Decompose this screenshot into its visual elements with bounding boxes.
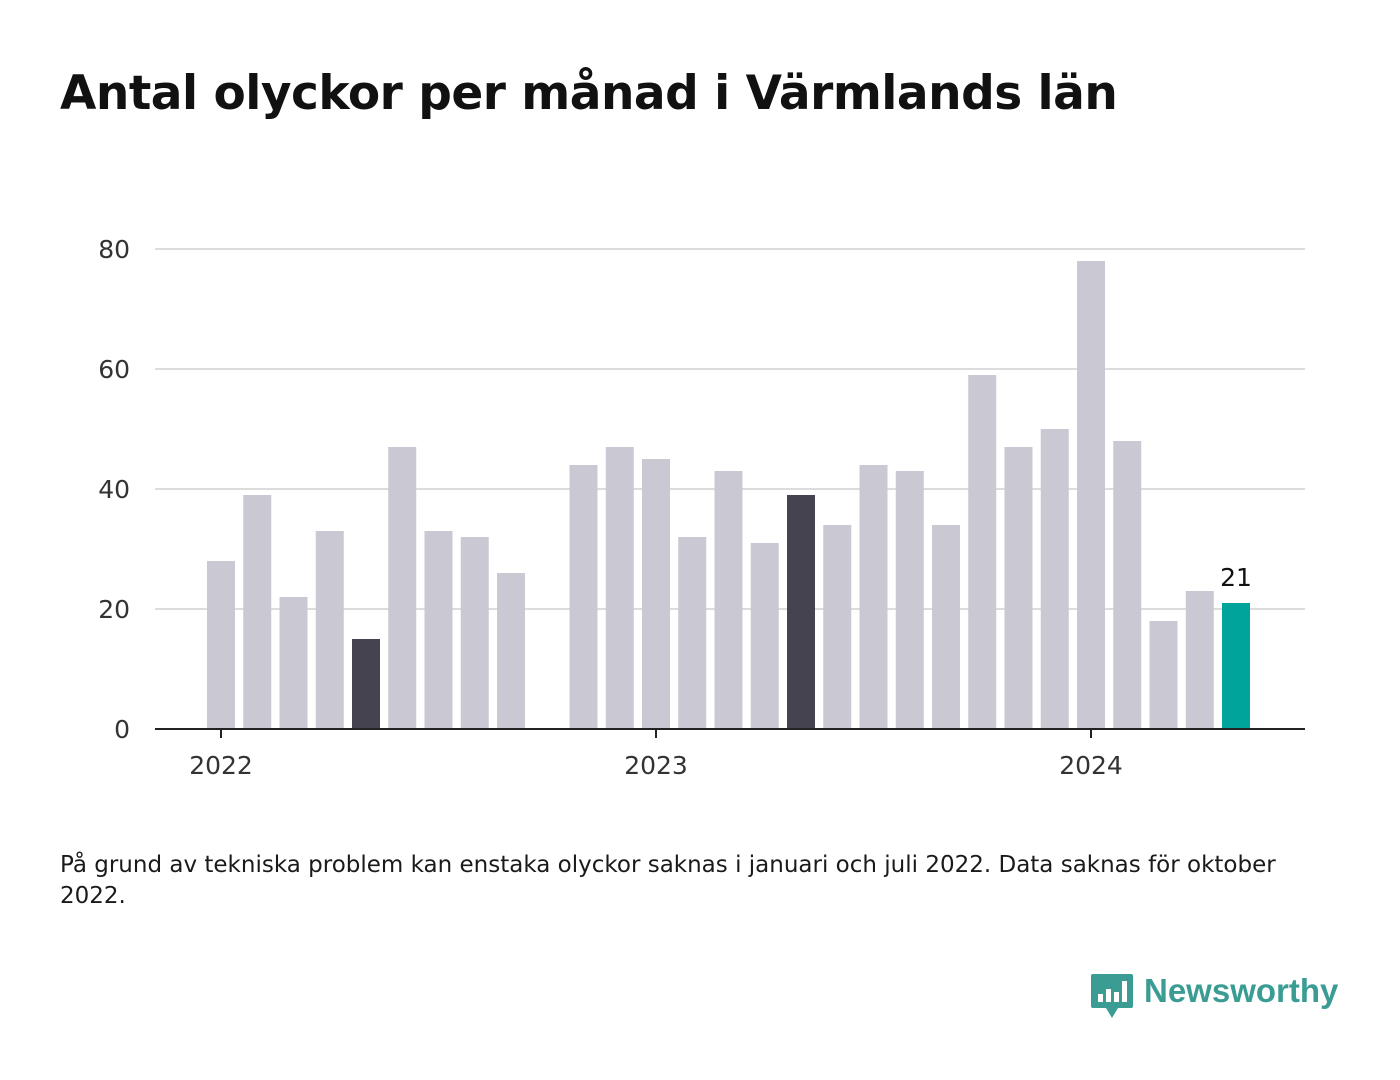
bar	[642, 459, 670, 729]
bar	[1004, 447, 1033, 729]
bar	[279, 597, 308, 729]
bar	[678, 537, 707, 729]
bar	[388, 447, 417, 729]
y-tick-label: 40	[98, 475, 130, 504]
data-labels: 21	[1220, 563, 1252, 592]
bar-chart: 0 20 40 60 80 2022 2023 2024 21	[98, 235, 1305, 780]
x-tick-label: 2022	[189, 751, 253, 780]
brand-name: Newsworthy	[1144, 972, 1339, 1009]
y-tick-label: 80	[98, 235, 130, 264]
bar	[932, 525, 960, 729]
bar	[787, 495, 815, 729]
bar	[1222, 603, 1250, 729]
bar	[460, 537, 489, 729]
bar	[497, 573, 525, 729]
bars	[207, 261, 1250, 729]
x-tick-label: 2024	[1059, 751, 1123, 780]
bar	[1113, 441, 1142, 729]
bar	[1040, 429, 1069, 729]
chart-footnote: På grund av tekniska problem kan enstaka…	[60, 852, 1276, 909]
bar	[750, 543, 779, 729]
y-tick-label: 20	[98, 595, 130, 624]
bar	[207, 561, 235, 729]
chart-title: Antal olyckor per månad i Värmlands län	[60, 66, 1118, 121]
data-label: 21	[1220, 563, 1252, 592]
y-tick-label: 0	[114, 715, 130, 744]
bar	[315, 531, 344, 729]
bar	[605, 447, 634, 729]
bar	[895, 471, 924, 729]
bar	[714, 471, 743, 729]
bar	[1077, 261, 1105, 729]
axes: 0 20 40 60 80 2022 2023 2024	[98, 235, 1305, 780]
bar	[1149, 621, 1178, 729]
bar	[569, 465, 598, 729]
bar	[1185, 591, 1214, 729]
bar	[859, 465, 888, 729]
x-tick-label: 2023	[624, 751, 688, 780]
bar	[968, 375, 997, 729]
y-tick-label: 60	[98, 355, 130, 384]
bar-chart-speech-bubble-icon	[1091, 974, 1133, 1018]
bar	[352, 639, 380, 729]
newsworthy-logo: Newsworthy	[1090, 970, 1338, 1024]
bar	[243, 495, 272, 729]
bar	[424, 531, 453, 729]
bar	[823, 525, 852, 729]
